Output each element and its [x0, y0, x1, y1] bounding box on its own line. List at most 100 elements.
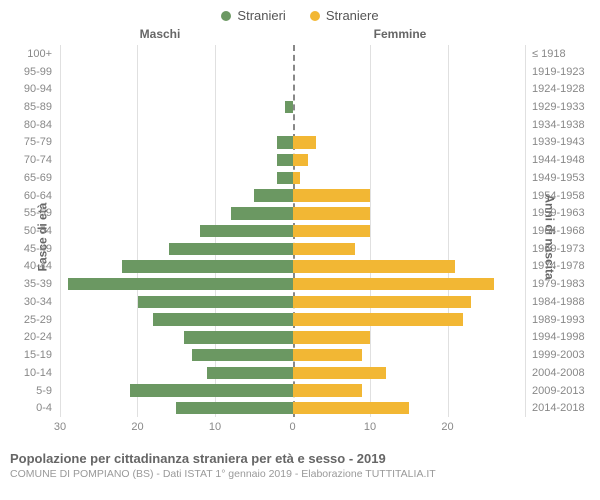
bar-female — [293, 172, 301, 184]
bar-female — [293, 349, 363, 361]
y-label-age: 40-44 — [0, 258, 56, 276]
pyramid-chart: Maschi Femmine Fasce di età Anni di nasc… — [0, 27, 600, 447]
y-label-age: 95-99 — [0, 63, 56, 81]
y-labels-birth: ≤ 19181919-19231924-19281929-19331934-19… — [528, 45, 600, 417]
bar-female — [293, 296, 471, 308]
y-labels-age: 100+95-9990-9485-8980-8475-7970-7465-696… — [0, 45, 56, 417]
y-label-age: 5-9 — [0, 382, 56, 400]
bar-row — [60, 240, 525, 258]
legend: Stranieri Straniere — [0, 0, 600, 27]
bar-row — [60, 222, 525, 240]
bar-male — [200, 225, 293, 237]
y-label-age: 100+ — [0, 45, 56, 63]
bar-row — [60, 169, 525, 187]
legend-item-female: Straniere — [310, 8, 379, 23]
bar-male — [130, 384, 293, 396]
bar-row — [60, 399, 525, 417]
bar-row — [60, 63, 525, 81]
bar-male — [277, 172, 293, 184]
bar-male — [192, 349, 293, 361]
y-label-birth: 1994-1998 — [528, 329, 600, 347]
x-tick: 20 — [131, 421, 143, 433]
bar-male — [122, 260, 293, 272]
x-tick: 10 — [364, 421, 376, 433]
x-axis: 30201001020 — [60, 421, 525, 441]
y-label-birth: 2014-2018 — [528, 399, 600, 417]
bar-female — [293, 260, 456, 272]
y-label-age: 10-14 — [0, 364, 56, 382]
bar-female — [293, 189, 370, 201]
y-label-age: 85-89 — [0, 98, 56, 116]
legend-swatch-female — [310, 11, 320, 21]
y-label-birth: 2004-2008 — [528, 364, 600, 382]
legend-item-male: Stranieri — [221, 8, 285, 23]
y-label-birth: 1919-1923 — [528, 63, 600, 81]
bar-male — [207, 367, 292, 379]
bar-male — [254, 189, 293, 201]
bar-female — [293, 278, 495, 290]
y-label-birth: 1969-1973 — [528, 240, 600, 258]
bar-female — [293, 367, 386, 379]
bar-female — [293, 225, 370, 237]
header-male: Maschi — [0, 27, 260, 41]
bar-male — [138, 296, 293, 308]
bar-row — [60, 98, 525, 116]
y-label-age: 65-69 — [0, 169, 56, 187]
plot-area — [60, 45, 525, 417]
y-label-birth: 1939-1943 — [528, 134, 600, 152]
bar-male — [277, 136, 293, 148]
chart-footer: Popolazione per cittadinanza straniera p… — [0, 447, 600, 480]
bar-female — [293, 243, 355, 255]
bar-row — [60, 275, 525, 293]
bar-row — [60, 116, 525, 134]
y-label-birth: 1944-1948 — [528, 151, 600, 169]
legend-swatch-male — [221, 11, 231, 21]
y-label-birth: 1984-1988 — [528, 293, 600, 311]
bar-male — [176, 402, 292, 414]
bar-row — [60, 346, 525, 364]
y-label-age: 20-24 — [0, 329, 56, 347]
bar-male — [184, 331, 293, 343]
column-headers: Maschi Femmine — [0, 27, 600, 41]
x-tick: 30 — [54, 421, 66, 433]
y-label-age: 25-29 — [0, 311, 56, 329]
bar-row — [60, 151, 525, 169]
bar-male — [68, 278, 293, 290]
bar-female — [293, 384, 363, 396]
y-label-birth: 1949-1953 — [528, 169, 600, 187]
gridline — [525, 45, 526, 417]
y-label-age: 15-19 — [0, 346, 56, 364]
bar-female — [293, 207, 370, 219]
bar-male — [231, 207, 293, 219]
y-label-age: 0-4 — [0, 399, 56, 417]
y-label-age: 75-79 — [0, 134, 56, 152]
legend-label-female: Straniere — [326, 8, 379, 23]
x-tick: 0 — [289, 421, 295, 433]
bar-female — [293, 136, 316, 148]
y-label-birth: 1999-2003 — [528, 346, 600, 364]
bar-row — [60, 204, 525, 222]
x-tick: 10 — [209, 421, 221, 433]
bar-row — [60, 311, 525, 329]
y-label-birth: 1929-1933 — [528, 98, 600, 116]
y-label-birth: 1954-1958 — [528, 187, 600, 205]
bar-male — [153, 313, 293, 325]
header-female: Femmine — [260, 27, 600, 41]
y-label-birth: 1959-1963 — [528, 204, 600, 222]
x-tick: 20 — [441, 421, 453, 433]
chart-title: Popolazione per cittadinanza straniera p… — [10, 451, 590, 466]
y-label-birth: 1924-1928 — [528, 80, 600, 98]
y-label-age: 55-59 — [0, 204, 56, 222]
y-label-birth: 1934-1938 — [528, 116, 600, 134]
bar-row — [60, 293, 525, 311]
chart-subtitle: COMUNE DI POMPIANO (BS) - Dati ISTAT 1° … — [10, 468, 590, 480]
rows-container — [60, 45, 525, 417]
bar-row — [60, 364, 525, 382]
bar-female — [293, 154, 309, 166]
y-label-age: 45-49 — [0, 240, 56, 258]
bar-row — [60, 382, 525, 400]
y-label-age: 80-84 — [0, 116, 56, 134]
bar-row — [60, 134, 525, 152]
y-label-age: 50-54 — [0, 222, 56, 240]
y-label-age: 60-64 — [0, 187, 56, 205]
